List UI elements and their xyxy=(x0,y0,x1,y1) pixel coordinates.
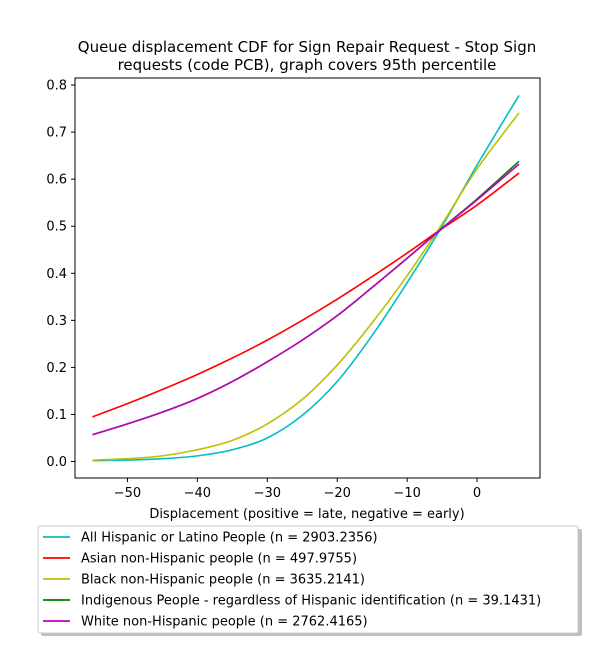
legend-label-2: Asian non-Hispanic people (n = 497.9755) xyxy=(81,552,357,567)
x-tick-label: −40 xyxy=(184,486,211,501)
legend-label-3: Black non-Hispanic people (n = 3635.2141… xyxy=(81,573,365,588)
series-line-3 xyxy=(92,112,520,461)
y-tick-label: 0.3 xyxy=(46,314,67,329)
y-tick-label: 0.0 xyxy=(46,455,67,470)
x-axis: −50 −40 −30 −20 −10 0 xyxy=(114,478,481,501)
chart-title-line-1: Queue displacement CDF for Sign Repair R… xyxy=(78,38,536,56)
legend-label-5: White non-Hispanic people (n = 2762.4165… xyxy=(81,615,368,630)
y-tick-label: 0.2 xyxy=(46,361,67,376)
series-line-2 xyxy=(92,172,520,418)
y-axis: 0.0 0.1 0.2 0.3 0.4 0.5 0.6 0.7 0.8 xyxy=(46,79,75,470)
series-line-5 xyxy=(92,163,520,436)
series-lines xyxy=(92,94,520,462)
x-tick-label: −10 xyxy=(393,486,420,501)
y-tick-label: 0.1 xyxy=(46,408,67,423)
series-line-1 xyxy=(92,94,520,462)
x-tick-label: −50 xyxy=(114,486,141,501)
legend-label-1: All Hispanic or Latino People (n = 2903.… xyxy=(81,531,378,546)
legend: All Hispanic or Latino People (n = 2903.… xyxy=(37,525,582,636)
chart-title-line-2: requests (code PCB), graph covers 95th p… xyxy=(118,56,497,74)
legend-label-4: Indigenous People - regardless of Hispan… xyxy=(81,594,541,609)
x-tick-label: −30 xyxy=(254,486,281,501)
legend-box xyxy=(37,525,579,634)
y-tick-label: 0.4 xyxy=(46,267,67,282)
plot-frame xyxy=(74,77,541,479)
y-tick-label: 0.5 xyxy=(46,220,67,235)
y-tick-label: 0.7 xyxy=(46,126,67,141)
y-tick-label: 0.8 xyxy=(46,79,67,94)
y-tick-label: 0.6 xyxy=(46,173,67,188)
x-axis-label: Displacement (positive = late, negative … xyxy=(149,507,464,522)
x-tick-label: −20 xyxy=(323,486,350,501)
x-tick-label: 0 xyxy=(473,486,481,501)
